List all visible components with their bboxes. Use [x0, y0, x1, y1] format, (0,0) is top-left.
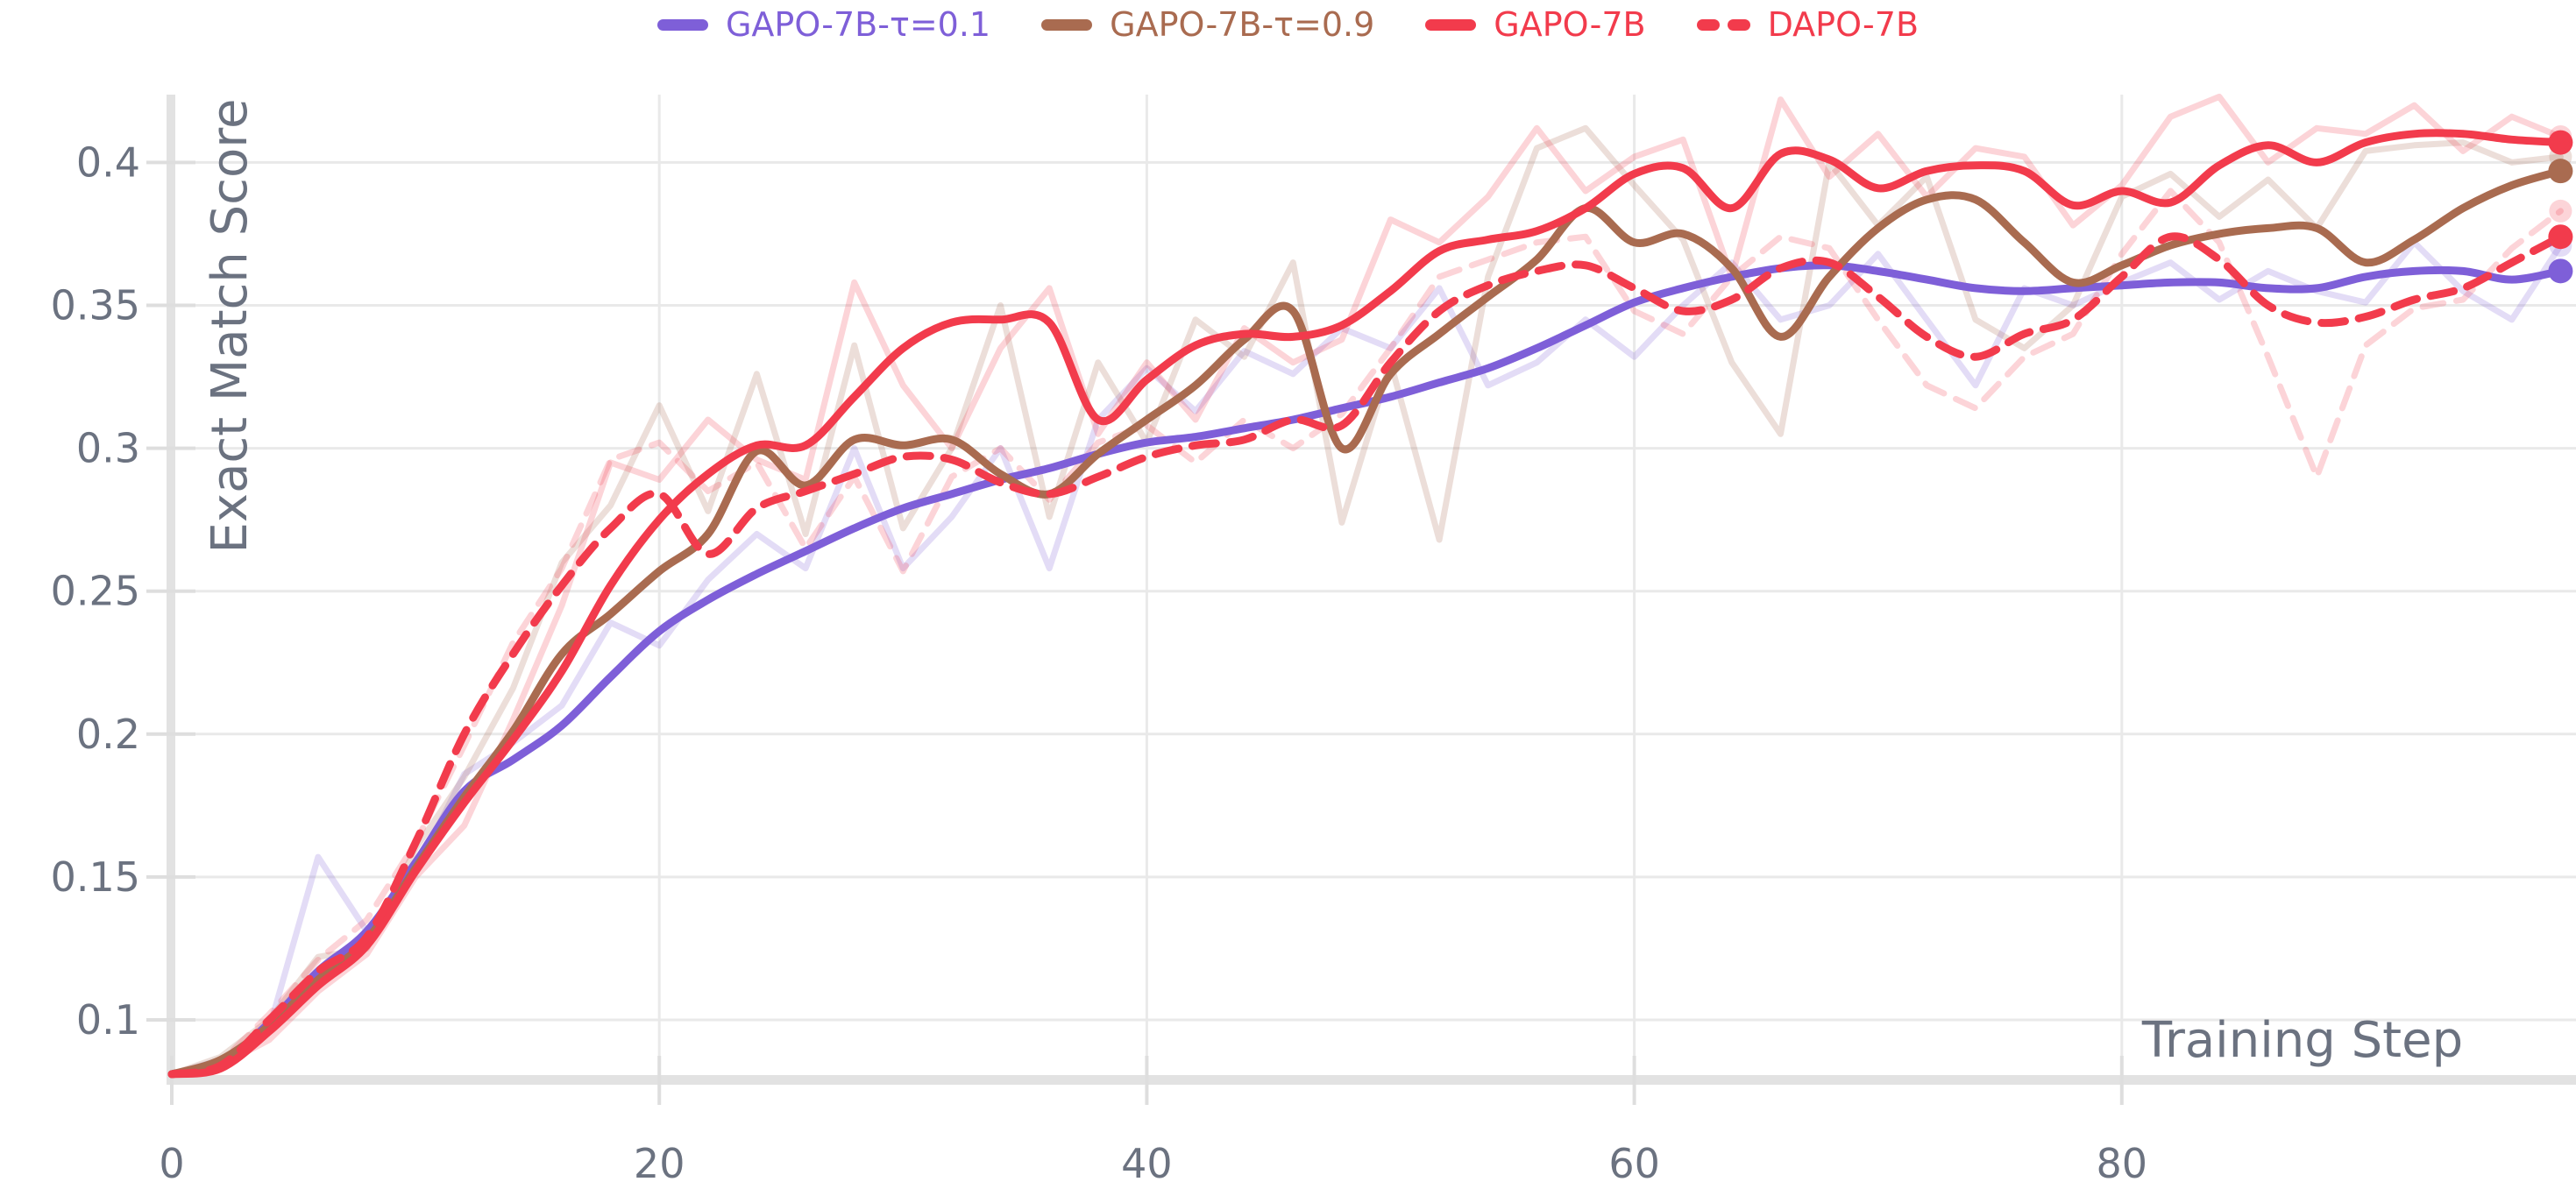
legend: GAPO-7B-τ=0.1 GAPO-7B-τ=0.9 GAPO-7B DAPO-7B	[0, 2, 2576, 47]
y-tick-label-0.1: 0.1	[76, 996, 140, 1044]
legend-dashed-line-icon	[1696, 18, 1750, 31]
series-line-gapo-7b-0-9-raw	[168, 124, 2564, 1078]
end-marker-gapo-7b	[2548, 130, 2573, 155]
y-tick-label-0.2: 0.2	[76, 711, 140, 758]
legend-line-icon	[1425, 18, 1477, 31]
x-tick-80	[2119, 1056, 2124, 1105]
legend-marker-segment	[656, 18, 708, 31]
x-tick-20	[657, 1056, 662, 1105]
axis-spines	[167, 95, 2576, 1085]
legend-item-gapo-7b: GAPO-7B	[1425, 5, 1646, 44]
series-line-dapo-7b	[167, 232, 2565, 1079]
legend-item-dapo-7b: DAPO-7B	[1696, 5, 1920, 44]
y-tick-0.2	[146, 732, 195, 736]
smoothed-series-lines	[167, 129, 2565, 1079]
y-tick-label-0.4: 0.4	[76, 138, 140, 186]
y-tick-label-0.15: 0.15	[51, 853, 140, 901]
legend-label-gapo-7b-tau-01: GAPO-7B-τ=0.1	[725, 5, 991, 44]
x-tick-label-60: 60	[1608, 1140, 1660, 1187]
y-tick-0.4	[146, 160, 195, 165]
legend-marker-segment	[1425, 18, 1477, 31]
legend-marker-segment	[1041, 18, 1093, 31]
x-tick-60	[1632, 1056, 1636, 1105]
end-marker-dapo-7b-raw	[2549, 199, 2572, 223]
legend-marker-segment	[1696, 18, 1720, 31]
legend-label-gapo-7b-tau-09: GAPO-7B-τ=0.9	[1110, 5, 1375, 44]
end-markers	[2548, 125, 2573, 284]
end-marker-dapo-7b	[2548, 224, 2573, 250]
series-line-gapo-7b-0-1	[167, 261, 2565, 1079]
y-axis-label: Exact Match Score	[202, 99, 259, 554]
legend-line-icon	[656, 18, 708, 31]
y-tick-0.3	[146, 446, 195, 450]
y-tick-0.15	[146, 874, 195, 879]
x-tick-label-20: 20	[634, 1140, 685, 1187]
x-tick-0	[170, 1056, 174, 1105]
legend-item-gapo-7b-tau-01: GAPO-7B-τ=0.1	[656, 5, 991, 44]
legend-label-gapo-7b: GAPO-7B	[1494, 5, 1646, 44]
x-tick-40	[1145, 1056, 1149, 1105]
series-line-gapo-7b	[167, 129, 2565, 1079]
series-line-gapo-7b-raw	[168, 93, 2564, 1078]
y-tick-0.25	[146, 589, 195, 593]
y-tick-0.1	[146, 1018, 195, 1022]
tick-labels: 0.1 0.15 0.2 0.25 0.3 0.35 0.4 0 20 40 60 80	[51, 138, 2147, 1187]
legend-line-icon	[1041, 18, 1093, 31]
x-tick-label-0: 0	[159, 1140, 184, 1187]
y-tick-label-0.3: 0.3	[76, 425, 140, 472]
end-marker-gapo-7b-0-9	[2548, 159, 2573, 184]
y-tick-label-0.25: 0.25	[51, 568, 140, 615]
bottom-spine	[167, 1075, 2576, 1085]
legend-label-dapo-7b: DAPO-7B	[1767, 5, 1920, 44]
y-tick-0.35	[146, 303, 195, 308]
legend-item-gapo-7b-tau-09: GAPO-7B-τ=0.9	[1041, 8, 1374, 41]
series-line-gapo-7b-0-1-raw	[168, 239, 2564, 1078]
y-tick-label-0.35: 0.35	[51, 282, 140, 329]
series-line-gapo-7b-0-9	[167, 166, 2565, 1079]
series-line-dapo-7b-raw	[168, 188, 2564, 1078]
x-tick-label-80: 80	[2097, 1140, 2148, 1187]
axis-ticks	[146, 160, 2124, 1105]
legend-marker-segment	[1727, 18, 1750, 31]
x-tick-label-40: 40	[1121, 1140, 1173, 1187]
x-axis-label: Training Step	[2141, 1012, 2463, 1069]
end-marker-gapo-7b-0-1	[2548, 258, 2573, 284]
